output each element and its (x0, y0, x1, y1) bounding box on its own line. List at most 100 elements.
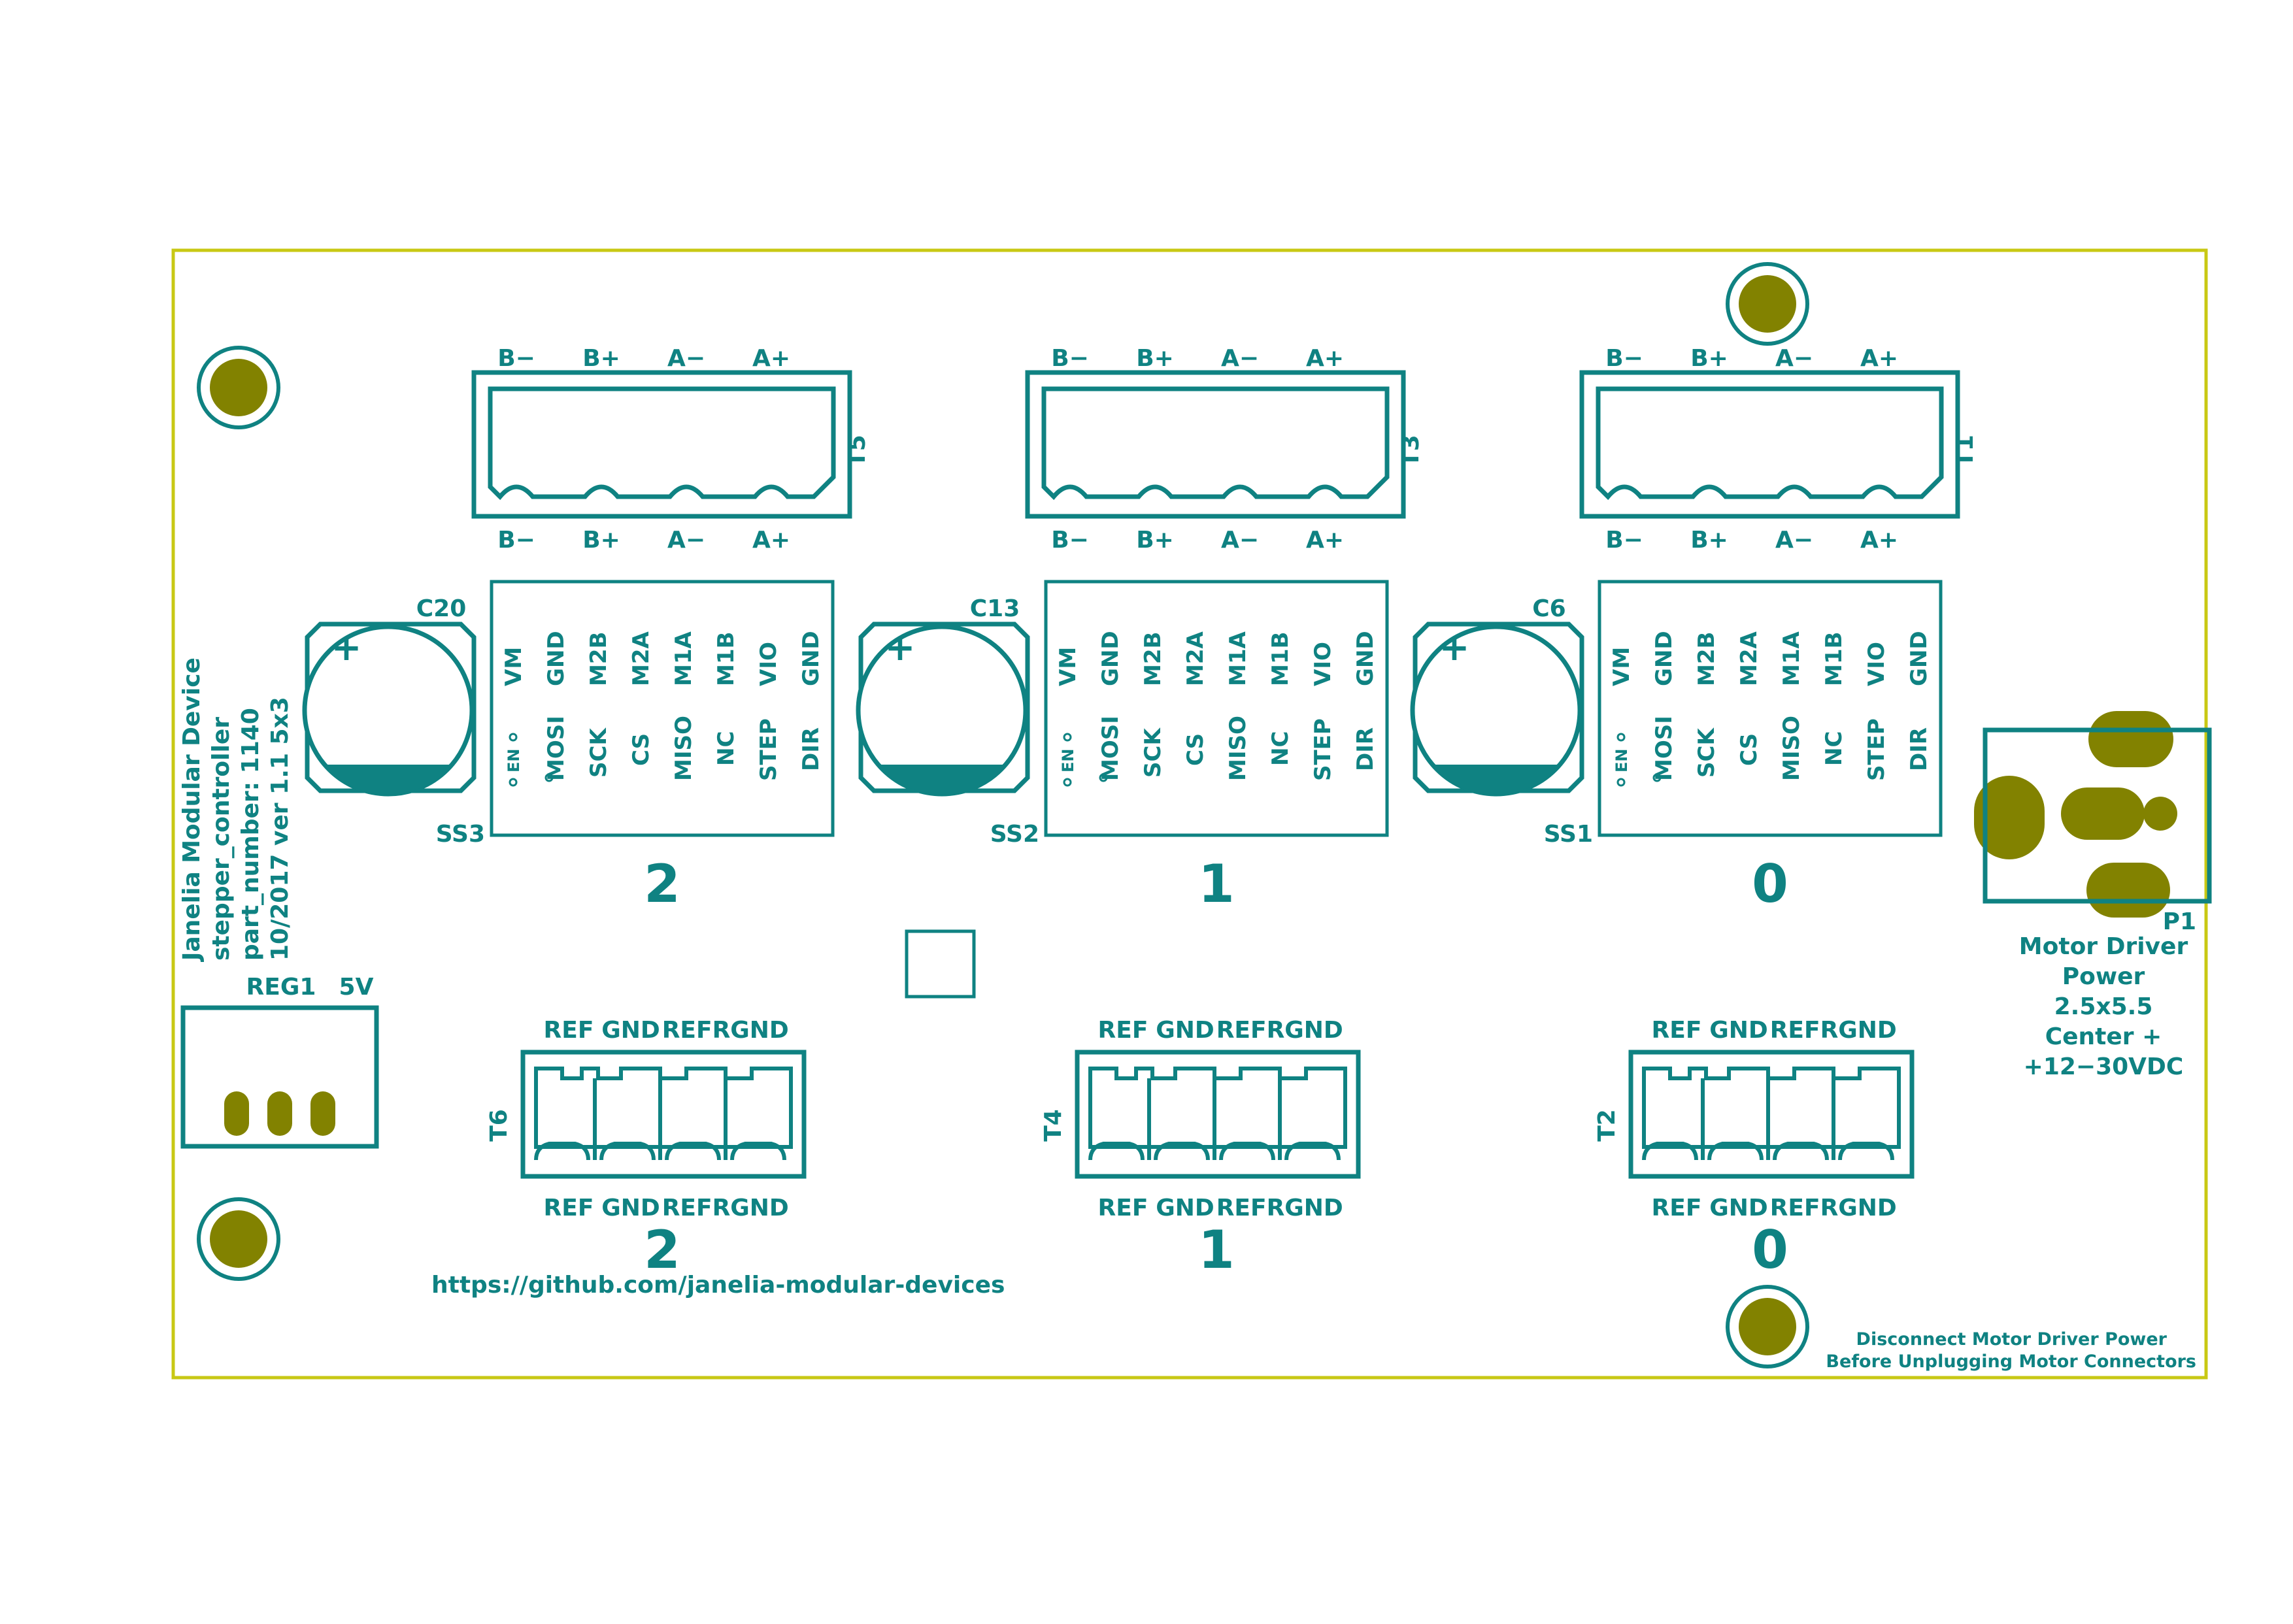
driver-pin-label: M1A (1225, 631, 1251, 686)
capacitor-c6: C6 + (1410, 595, 1584, 797)
jack-label-line: Motor Driver (2019, 933, 2188, 960)
mounting-hole-pad (210, 359, 267, 416)
driver-pin-label: GND (543, 631, 569, 686)
driver-pin-label: SCK (1140, 727, 1166, 778)
driver-pin-label: NC (1821, 731, 1847, 766)
jack-pad (2061, 787, 2145, 840)
title-line-4: 10/2017 ver 1.1 5x3 (267, 697, 293, 961)
pin1-dot (509, 778, 518, 787)
ref-pin-label: GND (1838, 1195, 1897, 1221)
driver-pin-label: MISO (1779, 716, 1805, 781)
driver-pin-label: MISO (1225, 716, 1251, 781)
driver-pin-label: DIR (1906, 727, 1932, 771)
jack-label-line: Power (2062, 963, 2145, 990)
motor-pin-label: B− (1605, 345, 1643, 372)
driver-ss3: VM GND M2B M2A M1A M1B VIO GND EN MOSI S… (436, 580, 835, 914)
driver-pin-label: M1A (1779, 631, 1805, 686)
pin-dot (1652, 773, 1662, 782)
ref-connector-t2: REF GND REFR GND REF GND REFR GND T2 0 (1594, 1017, 1915, 1280)
motor-pin-label: A+ (1306, 345, 1344, 372)
pin-dot (1099, 773, 1108, 782)
driver-pin-label: VIO (1310, 642, 1336, 686)
title-line-1: Janelia Modular Device (178, 657, 205, 963)
driver-pin-label: M1A (671, 631, 697, 686)
jack-ref: P1 (2163, 908, 2196, 935)
channel-number: 1 (1198, 853, 1235, 914)
driver-pins-bottom: EN MOSI SCK CS MISO NC STEP DIR (1059, 716, 1379, 787)
motor-pin-label: A+ (752, 345, 790, 372)
driver-ss2: VM GND M2B M2A M1A M1B VIO GND EN MOSI S… (990, 580, 1389, 914)
ref-pin-label: REFR (662, 1195, 731, 1221)
ref-pin-label: REF (544, 1017, 594, 1044)
ref-pin-label: GND (1284, 1195, 1343, 1221)
motor-pin-label: B− (1051, 527, 1089, 554)
ref-pin-label: REF (544, 1195, 594, 1221)
ref-pin-label: REFR (662, 1017, 731, 1044)
driver-pin-label: M2B (1140, 632, 1166, 686)
driver-pins-bottom: EN MOSI SCK CS MISO NC STEP DIR (1613, 716, 1932, 787)
driver-pins-top: VM GND M2B M2A M1A M1B VIO GND (1055, 631, 1379, 686)
driver-ref: SS2 (990, 821, 1039, 848)
ref-pin-label: REFR (1770, 1017, 1839, 1044)
fiducial-square (905, 929, 976, 999)
driver-pin-label: EN (1613, 749, 1631, 772)
pin1-dot (1063, 733, 1072, 742)
regulator-pad (224, 1091, 249, 1136)
mounting-holes (197, 262, 1809, 1368)
ref-pin-label: REF (1098, 1195, 1148, 1221)
motor-connector-ref: T3 (1398, 435, 1424, 467)
mounting-hole (1726, 1285, 1809, 1368)
ref-pin-label: REF (1098, 1017, 1148, 1044)
driver-pin-label: MOSI (1651, 716, 1677, 781)
motor-pin-label: B− (1605, 527, 1643, 554)
jack-label-line: 2.5x5.5 (2054, 993, 2153, 1020)
motor-pin-label: A− (1221, 345, 1259, 372)
pin1-dot (1616, 778, 1626, 787)
motor-connector-t3: B− B+ A− A+ B− B+ A− A+ T3 (1025, 345, 1424, 554)
driver-pin-label: EN (505, 749, 523, 772)
ref-pin-label: REFR (1770, 1195, 1839, 1221)
power-jack-p1: P1 Motor Driver Power 2.5x5.5 Center + +… (1974, 711, 2212, 1080)
motor-pin-label: B− (497, 527, 535, 554)
mounting-hole-pad (1739, 275, 1796, 333)
driver-pin-label: NC (1267, 731, 1294, 766)
ref-pin-label: GND (1709, 1195, 1768, 1221)
driver-pin-label: STEP (1310, 718, 1336, 781)
motor-pin-label: B− (1051, 345, 1089, 372)
motor-pin-label: B− (497, 345, 535, 372)
driver-pin-label: CS (1736, 733, 1762, 766)
motor-pin-label: B+ (582, 345, 620, 372)
ref-pin-label: GND (1709, 1017, 1768, 1044)
title-line-2: stepper_controller (208, 717, 235, 961)
ref-pin-label: REFR (1216, 1195, 1285, 1221)
mounting-hole (1726, 262, 1809, 346)
regulator-value: 5V (339, 974, 374, 1001)
channel-number: 0 (1752, 853, 1788, 914)
driver-pin-label: CS (628, 733, 654, 766)
driver-pin-label: VM (1055, 647, 1081, 686)
jack-label-line: Center + (2045, 1023, 2162, 1050)
driver-ref: SS3 (436, 821, 485, 848)
pin1-dot (1616, 733, 1626, 742)
regulator-pad (310, 1091, 335, 1136)
capacitor-ref: C20 (416, 595, 467, 622)
motor-pin-label: A− (1221, 527, 1259, 554)
ref-pin-label: GND (601, 1017, 660, 1044)
driver-pin-label: VIO (756, 642, 782, 686)
driver-pin-label: GND (1097, 631, 1124, 686)
motor-pin-label: A− (667, 345, 705, 372)
regulator-ref: REG1 (246, 974, 316, 1001)
motor-pin-label: B+ (1136, 527, 1174, 554)
ref-pin-label: GND (601, 1195, 660, 1221)
ref-connector-ref: T2 (1594, 1109, 1620, 1142)
title-line-3: part_number: 1140 (237, 708, 264, 961)
driver-pin-label: STEP (1864, 718, 1890, 781)
ref-pin-label: GND (730, 1195, 789, 1221)
driver-pin-label: GND (798, 631, 824, 686)
jack-pad (2086, 863, 2170, 918)
driver-pin-label: MOSI (543, 716, 569, 781)
driver-pin-label: M2B (586, 632, 612, 686)
board-outline (171, 248, 2208, 1380)
driver-ref: SS1 (1544, 821, 1593, 848)
motor-pin-label: A+ (1860, 527, 1898, 554)
